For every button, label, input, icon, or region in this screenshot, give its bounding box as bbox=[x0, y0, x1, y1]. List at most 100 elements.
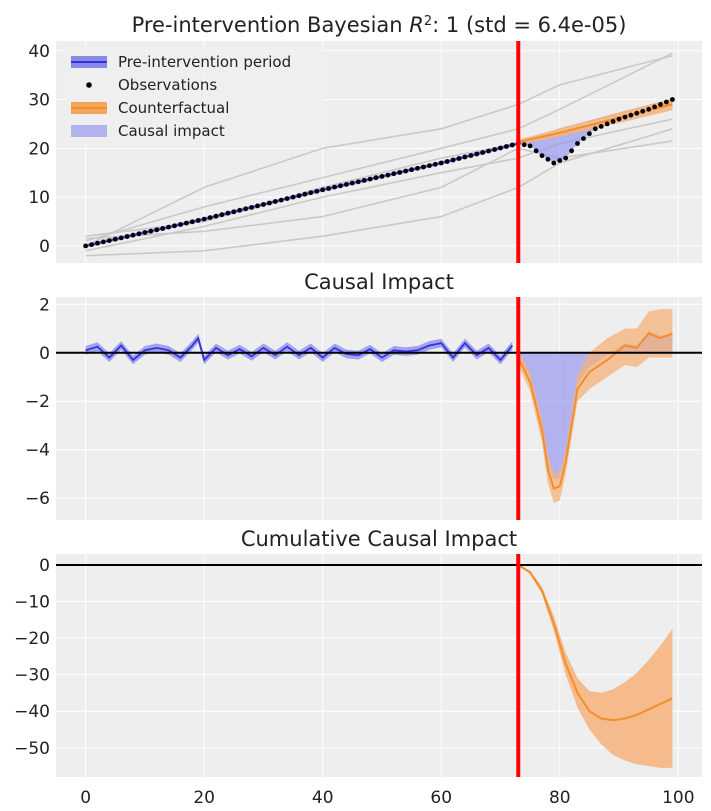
plot-background bbox=[56, 554, 702, 777]
observation-point bbox=[432, 161, 438, 167]
y-tick-label: 40 bbox=[28, 42, 50, 62]
observation-point bbox=[344, 182, 349, 187]
observation-point bbox=[314, 188, 320, 194]
observation-point bbox=[504, 144, 509, 149]
observation-point bbox=[89, 242, 94, 248]
cumulative-band bbox=[518, 565, 673, 768]
observation-point bbox=[284, 196, 290, 202]
observation-point bbox=[195, 218, 201, 223]
observation-point bbox=[664, 99, 669, 105]
x-tick-label: 100 bbox=[662, 788, 694, 808]
causal-impact-fill bbox=[518, 99, 673, 163]
causal-impact-fill-group bbox=[518, 330, 673, 479]
observation-point bbox=[634, 110, 640, 116]
chart-title: Cumulative Causal Impact bbox=[241, 527, 517, 551]
post-intervention-line bbox=[517, 332, 673, 490]
x-tick-label: 60 bbox=[430, 788, 452, 808]
observation-point bbox=[498, 145, 503, 151]
observation-point bbox=[118, 235, 124, 241]
observation-point bbox=[409, 167, 414, 173]
observation-point bbox=[527, 143, 533, 149]
observation-point bbox=[551, 160, 557, 166]
y-tick-label: −4 bbox=[25, 441, 50, 461]
legend-item-counterfactual: Counterfactual bbox=[71, 99, 229, 117]
legend-item-observations: Observations bbox=[86, 76, 217, 94]
observation-point bbox=[178, 222, 183, 227]
legend-swatch-causal-impact bbox=[71, 125, 107, 137]
pre-intervention-line bbox=[85, 336, 513, 362]
observation-point bbox=[326, 186, 331, 191]
panel-causal-impact: −6 −4 −2 0 2 Causal Impact bbox=[25, 270, 702, 520]
y-tick-label: 2 bbox=[39, 295, 50, 315]
observation-point bbox=[670, 97, 675, 102]
legend-label-causal-impact: Causal impact bbox=[118, 122, 225, 140]
y-tick-label: 0 bbox=[39, 344, 50, 364]
cumulative-band-group bbox=[518, 565, 673, 768]
observation-point bbox=[575, 141, 580, 146]
observation-point bbox=[189, 219, 195, 225]
y-tick-label: −6 bbox=[25, 489, 50, 509]
observation-point bbox=[255, 203, 260, 209]
control-series bbox=[85, 52, 673, 242]
observation-point bbox=[456, 156, 462, 161]
observation-point bbox=[148, 228, 154, 234]
observation-point bbox=[225, 210, 231, 216]
observation-point bbox=[616, 116, 622, 122]
observation-point bbox=[219, 212, 225, 218]
observation-point bbox=[349, 180, 355, 186]
observation-point bbox=[296, 193, 302, 199]
observation-point bbox=[172, 223, 177, 229]
observation-point bbox=[604, 121, 610, 127]
observation-point bbox=[332, 184, 337, 190]
observation-point bbox=[308, 190, 314, 196]
y-tick-label: 20 bbox=[28, 139, 50, 159]
observation-point bbox=[509, 142, 515, 148]
observation-point bbox=[450, 157, 456, 163]
pre-intervention-band bbox=[85, 333, 513, 365]
observation-point bbox=[302, 191, 308, 197]
y-tick-label: 30 bbox=[28, 91, 50, 111]
chart-title: Causal Impact bbox=[304, 270, 454, 294]
observation-point bbox=[95, 240, 100, 246]
observation-point bbox=[290, 194, 296, 200]
observation-point bbox=[545, 156, 551, 162]
observation-point bbox=[468, 153, 474, 158]
observations-group bbox=[83, 97, 675, 249]
observation-point bbox=[533, 148, 539, 154]
observation-point bbox=[379, 174, 385, 179]
legend-item-causal-impact: Causal impact bbox=[71, 122, 225, 140]
observation-point bbox=[391, 171, 397, 177]
observation-point bbox=[628, 112, 634, 118]
y-tick-label: −50 bbox=[14, 739, 50, 759]
observation-point bbox=[646, 106, 652, 112]
observation-point bbox=[403, 168, 409, 174]
control-series bbox=[85, 54, 673, 247]
counterfactual-group bbox=[518, 98, 673, 145]
y-tick-label: −20 bbox=[14, 629, 50, 649]
observation-point bbox=[373, 175, 379, 181]
observation-point bbox=[658, 102, 663, 107]
observation-point bbox=[427, 163, 432, 169]
observation-point bbox=[438, 160, 444, 166]
x-tick-label: 0 bbox=[80, 788, 91, 808]
y-tick-label: −30 bbox=[14, 666, 50, 686]
plot-background bbox=[56, 297, 702, 520]
observation-point bbox=[278, 197, 284, 203]
observation-point bbox=[166, 224, 172, 230]
observation-point bbox=[83, 243, 88, 249]
observation-point bbox=[557, 158, 563, 163]
observation-point bbox=[622, 114, 628, 120]
observation-point bbox=[397, 170, 403, 175]
causal-impact-fill-group bbox=[518, 99, 673, 163]
observation-point bbox=[338, 183, 343, 189]
observation-point bbox=[598, 124, 604, 129]
observation-point bbox=[160, 226, 166, 231]
panel-cumulative-causal-impact: −50 −40 −30 −20 −10 0 0 20 40 60 80 100 Cumulative… bbox=[14, 527, 702, 808]
observation-point bbox=[640, 108, 646, 114]
counterfactual-line bbox=[518, 103, 673, 143]
y-tick-label: 10 bbox=[28, 188, 50, 208]
y-tick-labels: −6 −4 −2 0 2 bbox=[25, 295, 50, 509]
legend-label-counterfactual: Counterfactual bbox=[118, 99, 229, 117]
legend-label-pre-intervention: Pre-intervention period bbox=[118, 53, 291, 71]
